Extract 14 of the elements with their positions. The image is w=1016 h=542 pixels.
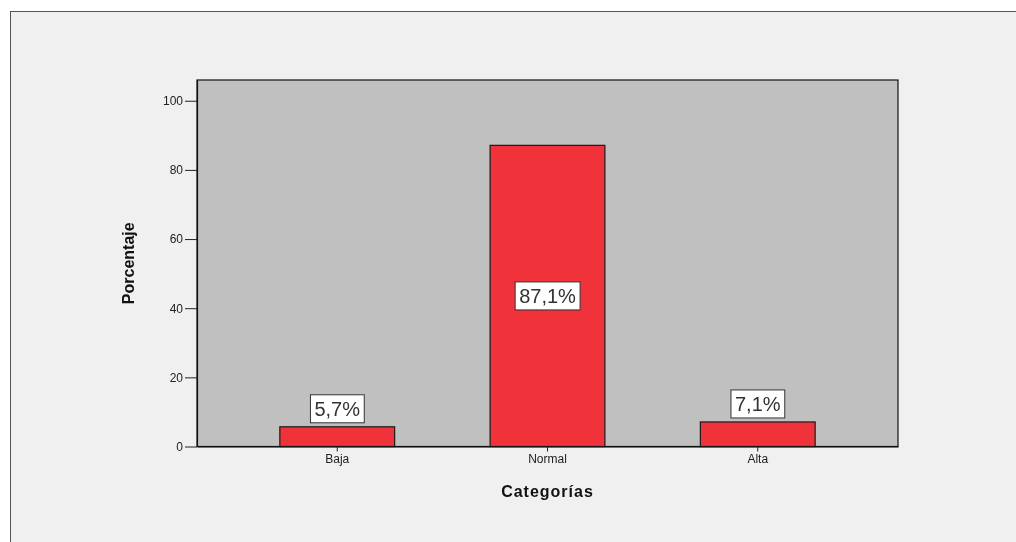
y-tick-label: 0	[176, 439, 184, 454]
y-tick-label: 100	[162, 94, 184, 109]
y-tick-label: 60	[169, 232, 184, 247]
x-axis-title: Categorías	[501, 483, 594, 500]
y-tick-label: 80	[169, 163, 184, 178]
x-tick-label: Baja	[325, 452, 350, 467]
x-tick-label: Alta	[747, 452, 769, 467]
x-tick-label: Normal	[528, 452, 567, 467]
y-tick-label: 40	[169, 301, 184, 316]
data-label: 7,1%	[734, 392, 781, 415]
data-label: 87,1%	[519, 284, 577, 307]
y-tick-label: 20	[169, 370, 184, 385]
y-axis-title: Porcentaje	[120, 222, 137, 305]
data-label: 5,7%	[314, 397, 361, 420]
